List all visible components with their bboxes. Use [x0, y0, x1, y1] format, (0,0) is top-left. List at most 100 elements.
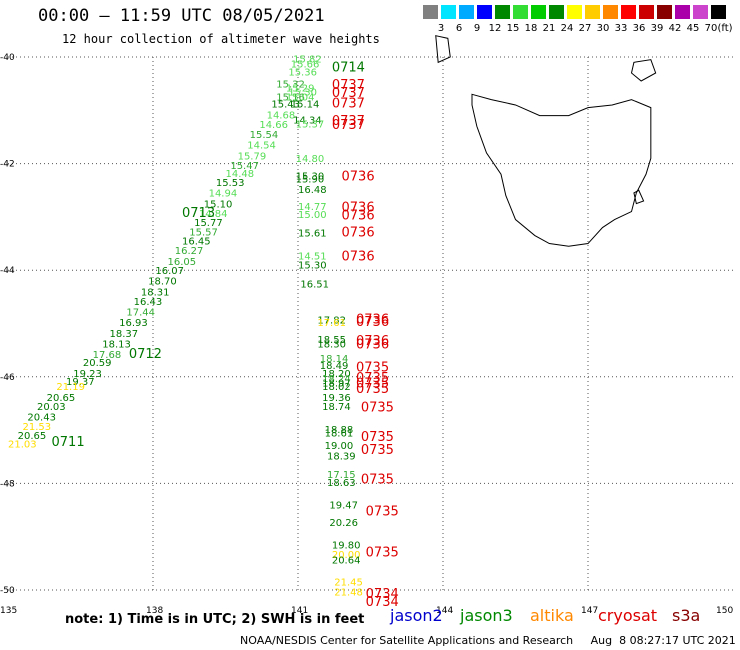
- satellite-label-jason2: jason2: [390, 606, 443, 625]
- wave-height-label: 20.64: [332, 555, 361, 566]
- wave-height-label: 18.30: [317, 339, 346, 350]
- track-time-label: 0736: [356, 338, 389, 353]
- legend-tick: 36: [632, 23, 646, 34]
- track-time-label: 0736: [356, 315, 389, 330]
- legend-tick: 33: [614, 23, 628, 34]
- legend-tick: 27: [578, 23, 592, 34]
- track-time-label: 0735: [361, 430, 394, 445]
- wave-height-label: 14.77: [298, 202, 327, 213]
- track-time-label: 0736: [342, 201, 375, 216]
- legend-swatch: [477, 5, 492, 19]
- wave-height-label: 16.45: [182, 237, 211, 248]
- track-time-label: 0735: [356, 371, 389, 386]
- track-time-label: 0736: [342, 250, 375, 265]
- flinders-island: [630, 59, 657, 82]
- wave-height-label: 15.30: [296, 172, 325, 183]
- legend-swatch: [585, 5, 600, 19]
- track-time-label: 0735: [356, 382, 389, 397]
- wave-height-label: 18.31: [141, 287, 170, 298]
- wave-height-label: 15.32: [276, 79, 305, 90]
- wave-height-label: 14.84: [199, 209, 228, 220]
- tasmania-coastline: [471, 93, 652, 247]
- satellite-label-s3a: s3a: [672, 606, 701, 625]
- lat-label: -46: [0, 373, 15, 383]
- legend-swatch: [423, 5, 438, 19]
- wave-height-label: 15.77: [194, 218, 223, 229]
- wave-height-label: 16.43: [134, 297, 163, 308]
- wave-height-label: 18.13: [102, 339, 131, 350]
- maria-island: [633, 189, 645, 205]
- satellite-label-jason3: jason3: [460, 606, 513, 625]
- wave-height-label: 15.82: [293, 54, 322, 65]
- wave-height-label: 14.51: [298, 252, 327, 263]
- wave-height-label: 15.00: [298, 210, 327, 221]
- legend-tick: 15: [506, 23, 520, 34]
- wave-height-label: 14.80: [296, 154, 325, 165]
- wave-height-label: 20.43: [27, 413, 56, 424]
- wave-height-label: 18.24: [322, 374, 351, 385]
- wave-height-label: 17.15: [327, 470, 356, 481]
- wave-height-label: 18.39: [327, 451, 356, 462]
- wave-height-label: 17.44: [126, 308, 155, 319]
- wave-height-label: 15.90: [296, 174, 325, 185]
- track-time-label: 0736: [342, 209, 375, 224]
- legend-swatch: [531, 5, 546, 19]
- wave-height-label: 19.23: [73, 369, 102, 380]
- wave-height-label: 18.14: [320, 354, 349, 365]
- wave-height-label: 21.19: [56, 382, 85, 393]
- track-time-label: 0736: [356, 313, 389, 328]
- legend-tick: 45: [686, 23, 700, 34]
- track-time-label: 0735: [366, 504, 399, 519]
- legend-swatch: [567, 5, 582, 19]
- legend-tick: 39: [650, 23, 664, 34]
- wave-height-label: 21.45: [334, 578, 363, 589]
- track-time-label: 0735: [361, 472, 394, 487]
- wave-height-label: 18.49: [320, 361, 349, 372]
- wave-height-label: 20.00: [332, 550, 361, 561]
- wave-height-label: 14.48: [226, 169, 255, 180]
- legend-tick: 6: [455, 23, 463, 34]
- track-time-label: 0736: [356, 334, 389, 349]
- legend-tick: 30: [596, 23, 610, 34]
- wave-height-label: 16.93: [119, 318, 148, 329]
- legend-swatch: [603, 5, 618, 19]
- legend-unit: (ft): [717, 23, 733, 34]
- wave-height-label: 15.14: [291, 100, 320, 111]
- wave-height-label: 19.36: [322, 393, 351, 404]
- wave-height-label: 15.57: [189, 228, 218, 239]
- legend-tick: 21: [542, 23, 556, 34]
- wave-height-label: 21.53: [23, 422, 52, 433]
- track-time-label: 0714: [332, 60, 365, 75]
- legend-tick: 18: [524, 23, 538, 34]
- wave-height-label: 15.54: [250, 130, 279, 141]
- wave-height-label: 20.65: [18, 431, 47, 442]
- track-time-label: 0736: [342, 226, 375, 241]
- track-time-label: 0735: [361, 443, 394, 458]
- legend-swatch: [513, 5, 528, 19]
- track-time-label: 0711: [52, 435, 85, 450]
- track-time-label: 0734: [366, 595, 399, 610]
- wave-height-label: 18.37: [110, 329, 139, 340]
- wave-height-label: 18.61: [325, 428, 354, 439]
- legend-swatch: [693, 5, 708, 19]
- legend-swatch: [657, 5, 672, 19]
- wave-height-label: 16.07: [155, 266, 184, 277]
- track-time-label: 0737: [332, 78, 365, 93]
- map-subtitle: 12 hour collection of altimeter wave hei…: [62, 32, 380, 46]
- wave-height-label: 14.68: [267, 110, 296, 121]
- wave-height-label: 15.16: [276, 93, 305, 104]
- legend-tick: 70: [704, 23, 718, 34]
- lon-label: 141: [291, 606, 308, 616]
- track-time-label: 0737: [332, 97, 365, 112]
- wave-height-label: 15.30: [298, 261, 327, 272]
- legend-swatch: [621, 5, 636, 19]
- wave-height-label: 14.94: [209, 189, 238, 200]
- lon-label: 144: [436, 606, 453, 616]
- wave-height-label: 21.48: [334, 587, 363, 598]
- legend-tick: 3: [437, 23, 445, 34]
- wave-height-label: 15.66: [291, 60, 320, 71]
- wave-height-label: 15.36: [288, 68, 317, 79]
- wave-height-label: 18.20: [322, 369, 351, 380]
- wave-height-label: 16.51: [300, 279, 329, 290]
